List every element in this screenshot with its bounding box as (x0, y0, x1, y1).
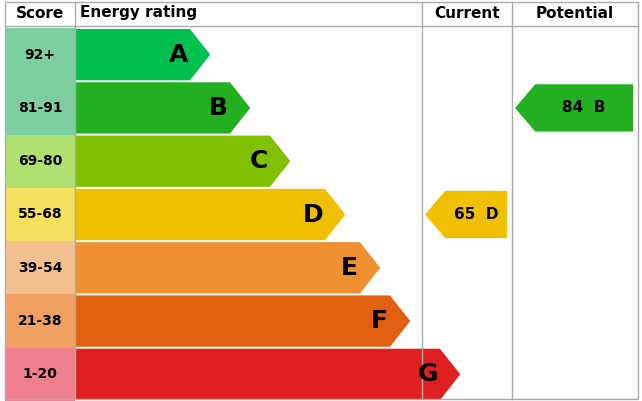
Bar (5, 81, 75, 135)
Text: 1-20: 1-20 (22, 367, 57, 381)
Text: Score: Score (16, 6, 64, 20)
Text: 55-68: 55-68 (18, 207, 62, 221)
Text: F: F (371, 309, 388, 333)
Text: G: G (417, 363, 438, 386)
Text: 92+: 92+ (24, 48, 55, 62)
Bar (5, 28, 75, 81)
Polygon shape (75, 242, 380, 294)
Polygon shape (515, 84, 633, 132)
Polygon shape (75, 349, 460, 400)
Text: 39-54: 39-54 (18, 261, 62, 275)
Polygon shape (75, 82, 250, 134)
Bar (5, 241, 75, 294)
Text: B: B (209, 96, 228, 120)
Polygon shape (75, 29, 210, 80)
Text: Potential: Potential (536, 6, 614, 20)
Bar (5, 348, 75, 401)
Text: 65  D: 65 D (454, 207, 498, 222)
Text: Current: Current (434, 6, 500, 20)
Text: E: E (341, 256, 358, 280)
Polygon shape (75, 189, 345, 240)
Text: Energy rating: Energy rating (80, 6, 197, 20)
Text: D: D (302, 203, 323, 227)
Polygon shape (425, 191, 507, 238)
Polygon shape (75, 136, 290, 187)
Text: 84  B: 84 B (562, 100, 606, 115)
Text: 81-91: 81-91 (18, 101, 62, 115)
Text: C: C (250, 149, 268, 173)
Polygon shape (75, 296, 410, 347)
Bar (5, 294, 75, 348)
Text: A: A (169, 43, 188, 67)
Text: 69-80: 69-80 (18, 154, 62, 168)
Bar (5, 188, 75, 241)
Bar (5, 135, 75, 188)
Text: 21-38: 21-38 (18, 314, 62, 328)
